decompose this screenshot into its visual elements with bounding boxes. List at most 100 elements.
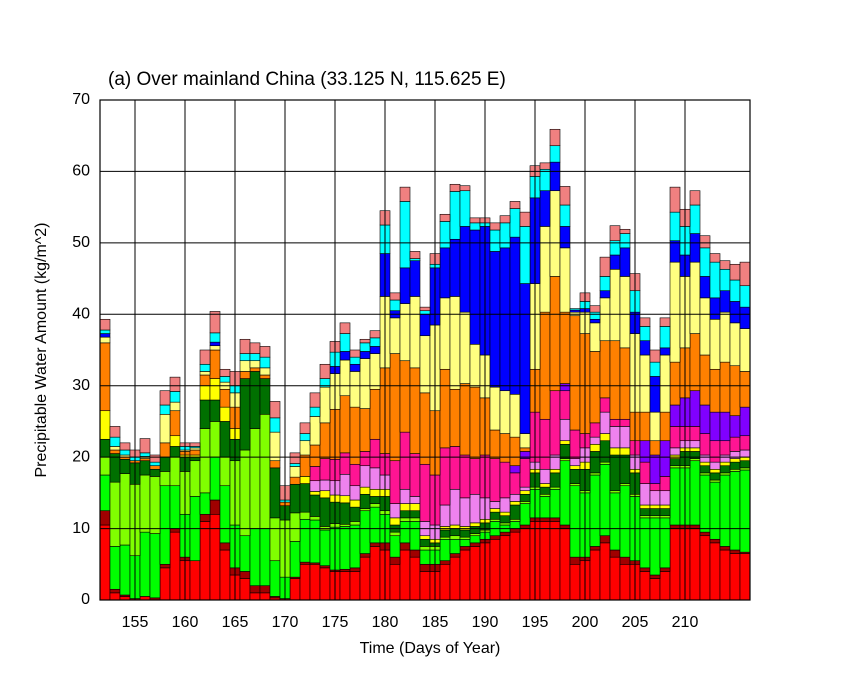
bar-segment [729,461,741,470]
bar-segment [419,392,431,465]
bar-segment [669,261,681,363]
bar-segment [539,168,551,192]
bar-segment [599,433,611,442]
bar-segment [299,433,311,442]
bar-segment [649,515,661,519]
bar-segment [439,368,451,449]
x-tick-label: 200 [572,614,599,631]
bar-segment [719,260,731,270]
bar-segment [389,292,401,301]
bar-segment [659,326,671,349]
bar-segment [219,549,231,601]
bar-segment [319,458,331,481]
bar-segment [459,383,471,456]
bar-segment [399,488,411,504]
bar-segment [649,490,661,506]
bar-segment [109,592,121,601]
bar-segment [569,309,581,313]
bar-segment [489,508,501,513]
bar-segment [169,410,181,437]
bar-segment [709,468,721,474]
bar-segment [199,513,211,522]
bar-segment [409,496,421,504]
bar-segment [399,360,411,433]
bar-segment [739,449,751,458]
bar-segment [299,561,311,565]
bar-segment [359,510,371,554]
bar-segment [719,461,731,467]
bar-segment [469,493,481,524]
bar-segment [689,390,701,427]
bar-segment [349,485,361,501]
bar-segment [419,549,431,565]
bar-segment [719,440,731,456]
bar-segment [699,472,711,476]
x-tick-label: 155 [122,614,149,631]
bar-segment [249,371,261,429]
bar-segment [409,517,421,522]
bar-segment [389,531,401,537]
bar-segment [559,383,571,392]
bar-segment [319,497,331,527]
bar-segment [719,465,731,474]
bar-segment [369,503,381,508]
bar-segment [99,336,111,344]
bar-segment [539,418,551,470]
bar-segment [739,435,751,451]
bar-segment [169,446,181,458]
bar-segment [259,585,271,594]
bar-segment [349,363,361,372]
bar-segment [339,473,351,497]
bar-segment [339,322,351,334]
bar-segment [169,435,181,447]
bar-segment [639,411,651,442]
bar-segment [709,261,721,299]
bar-segment [619,447,631,456]
bar-segment [539,517,551,522]
x-tick-label: 175 [322,614,349,631]
bar-segment [239,371,251,379]
bar-segment [359,556,371,601]
bar-segment [449,238,461,297]
bar-segment [299,476,311,484]
bar-segment [289,466,301,478]
bar-segment [219,456,231,487]
bar-segment [739,553,751,601]
bar-segment [739,406,751,437]
bar-segment [109,481,121,547]
bar-segment [709,481,721,540]
bar-segment [739,467,751,471]
bar-segment [589,474,601,547]
bar-segment [369,496,381,504]
bar-segment [519,226,531,284]
bar-segment [299,440,311,456]
bar-segment [709,461,721,470]
bar-segment [649,349,661,363]
bar-segment [539,486,551,495]
bar-segment [589,451,601,474]
bar-segment [359,351,371,359]
bar-segment [739,306,751,329]
bar-segment [689,440,701,449]
bar-segment [459,311,471,384]
bar-segment [569,429,581,459]
bar-segment [549,468,561,474]
bar-segment [189,447,201,451]
bar-segment [519,490,531,495]
bar-segment [99,329,111,334]
bar-segment [659,515,671,519]
bar-segment [699,354,711,406]
bar-segment [469,217,481,224]
bar-segment [319,363,331,379]
bar-segment [739,328,751,372]
bar-segment [359,508,371,512]
bar-segment [649,361,661,377]
bar-segment [219,368,231,377]
bar-segment [309,563,321,601]
bar-segment [369,438,381,469]
bar-segment [99,410,111,440]
bar-segment [699,276,711,299]
bar-segment [539,468,551,484]
bar-segment [509,436,521,467]
bar-segment [619,233,631,249]
